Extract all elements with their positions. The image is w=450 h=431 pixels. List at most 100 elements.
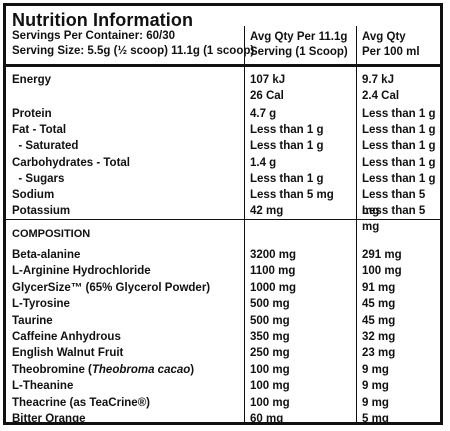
table-row: Theacrine (as TeaCrine®) 100 mg 9 mg — [6, 395, 440, 411]
per-100ml-value: 9.7 kJ — [362, 74, 394, 86]
per-serving-value: Less than 1 g — [250, 140, 324, 152]
table-row: Protein 4.7 g Less than 1 g — [6, 106, 440, 122]
per-100ml-value: Less than 1 g — [362, 173, 436, 185]
per-serving-value: Less than 1 g — [250, 124, 324, 136]
per-100ml-value: Less than 1 g — [362, 157, 436, 169]
per-serving-value: 1.4 g — [250, 157, 277, 169]
row-label: Carbohydrates - Total — [12, 157, 130, 169]
column-header-per-100ml-line2: Per 100 ml — [362, 46, 420, 58]
per-serving-value: 26 Cal — [250, 90, 284, 102]
row-label: - Sugars — [12, 173, 65, 185]
table-row: Beta-alanine 3200 mg 291 mg — [6, 247, 440, 263]
table-row: 26 Cal 2.4 Cal — [6, 88, 440, 104]
column-divider-2 — [356, 26, 357, 422]
row-label: Fat - Total — [12, 124, 67, 136]
per-100ml-value: 2.4 Cal — [362, 90, 400, 102]
per-100ml-value: Less than 1 g — [362, 108, 436, 120]
row-label: L-Arginine Hydrochloride — [12, 265, 151, 278]
table-row: Energy 107 kJ 9.7 kJ — [6, 72, 440, 88]
per-serving-value: 60 mg — [250, 413, 284, 425]
panel-title: Nutrition Information — [12, 10, 194, 30]
per-100ml-value: 5 mg — [362, 413, 389, 425]
row-label: Beta-alanine — [12, 249, 81, 261]
row-label-prefix: Theobromine ( — [12, 363, 92, 376]
per-100ml-value: 45 mg — [362, 314, 396, 327]
per-100ml-value: Less than 5 mg — [362, 205, 426, 233]
per-100ml-value: Less than 1 g — [362, 124, 436, 136]
per-100ml-value: 9 mg — [362, 380, 389, 393]
table-row: Fat - Total Less than 1 g Less than 1 g — [6, 122, 440, 138]
per-serving-value: 1100 mg — [250, 265, 296, 278]
row-label: Protein — [12, 108, 52, 120]
nutrition-panel: Nutrition Information Servings Per Conta… — [3, 3, 443, 425]
row-label-prefix: English — [12, 347, 57, 360]
column-divider-1 — [244, 26, 245, 422]
table-row: English Walnut Fruit 250 mg 23 mg — [6, 345, 440, 361]
per-100ml-value: 9 mg — [362, 363, 389, 376]
row-label: Theobromine (Theobroma cacao) — [12, 362, 194, 378]
column-header-per-100ml: Avg Qty Per 100 ml — [362, 30, 420, 60]
row-label: Energy — [12, 74, 51, 86]
row-label: Sodium — [12, 189, 55, 201]
row-label: L-Theanine — [12, 380, 74, 393]
row-label: Caffeine Anhydrous — [12, 329, 121, 345]
per-serving-value: 100 mg — [250, 380, 290, 393]
per-serving-value: 350 mg — [250, 331, 290, 343]
per-serving-value: 107 kJ — [250, 74, 286, 86]
section-divider — [6, 219, 440, 220]
per-100ml-value: Less than 5 mg — [362, 189, 426, 217]
column-header-per-serving-line1: Avg Qty Per 11.1g — [250, 31, 348, 43]
header-divider — [6, 64, 440, 67]
table-row: L-Arginine Hydrochloride 1100 mg 100 mg — [6, 263, 440, 279]
row-label-suffix: ) — [190, 363, 195, 376]
per-serving-value: Less than 1 g — [250, 173, 324, 185]
table-row: Carbohydrates - Total 1.4 g Less than 1 g — [6, 155, 440, 171]
row-label: English Walnut Fruit — [12, 345, 123, 361]
per-serving-value: 250 mg — [250, 347, 290, 360]
row-label-italic: Theobroma cacao — [91, 363, 191, 376]
table-row: Taurine 500 mg 45 mg — [6, 313, 440, 329]
per-serving-value: 4.7 g — [250, 108, 277, 120]
row-label-emphasis: Walnut — [56, 347, 95, 360]
row-label: Theacrine (as TeaCrine®) — [12, 396, 150, 409]
per-serving-value: 500 mg — [250, 298, 290, 311]
per-serving-value: 3200 mg — [250, 249, 297, 261]
row-label: Potassium — [12, 205, 71, 217]
row-label: Bitter Orange — [12, 413, 86, 425]
table-row: Theobromine (Theobroma cacao) 100 mg 9 mg — [6, 362, 440, 378]
per-serving-value: 42 mg — [250, 205, 284, 217]
column-header-per-serving-line2: Serving (1 Scoop) — [250, 46, 348, 58]
composition-heading: COMPOSITION — [12, 228, 91, 240]
per-serving-value: 1000 mg — [250, 281, 297, 294]
row-label: GlycerSize™ (65% Glycerol Powder) — [12, 281, 211, 294]
serving-size: Serving Size: 5.5g (½ scoop) 11.1g (1 sc… — [12, 45, 255, 57]
table-row: GlycerSize™ (65% Glycerol Powder) 1000 mg… — [6, 280, 440, 296]
per-serving-value: 100 mg — [250, 396, 290, 409]
table-row: Potassium 42 mg Less than 5 mg — [6, 203, 440, 233]
per-serving-value: 500 mg — [250, 314, 290, 327]
row-label-suffix: Anhydrous — [57, 331, 121, 343]
table-row: - Sugars Less than 1 g Less than 1 g — [6, 171, 440, 187]
table-row: - Saturated Less than 1 g Less than 1 g — [6, 138, 440, 154]
row-label-emphasis: Caffeine — [12, 331, 58, 343]
table-row: L-Tyrosine 500 mg 45 mg — [6, 296, 440, 312]
row-label-suffix: Fruit — [94, 347, 124, 360]
per-100ml-value: 291 mg — [362, 249, 402, 261]
table-row: Sodium Less than 5 mg Less than 5 mg — [6, 187, 440, 217]
table-row: Bitter Orange 60 mg 5 mg — [6, 411, 440, 427]
per-serving-value: Less than 5 mg — [250, 189, 334, 201]
table-row: Caffeine Anhydrous 350 mg 32 mg — [6, 329, 440, 345]
column-header-per-100ml-line1: Avg Qty — [362, 31, 406, 43]
column-header-per-serving: Avg Qty Per 11.1g Serving (1 Scoop) — [250, 30, 348, 60]
per-100ml-value: 32 mg — [362, 331, 396, 343]
servings-per-container: Servings Per Container: 60/30 — [12, 30, 175, 42]
per-serving-value: 100 mg — [250, 363, 290, 376]
row-label: L-Tyrosine — [12, 298, 70, 311]
per-100ml-value: 45 mg — [362, 298, 396, 311]
row-label: Taurine — [12, 314, 53, 327]
per-100ml-value: 23 mg — [362, 347, 396, 360]
per-100ml-value: 100 mg — [362, 265, 402, 278]
per-100ml-value: Less than 1 g — [362, 140, 436, 152]
per-100ml-value: 91 mg — [362, 281, 396, 294]
row-label: - Saturated — [12, 140, 79, 152]
